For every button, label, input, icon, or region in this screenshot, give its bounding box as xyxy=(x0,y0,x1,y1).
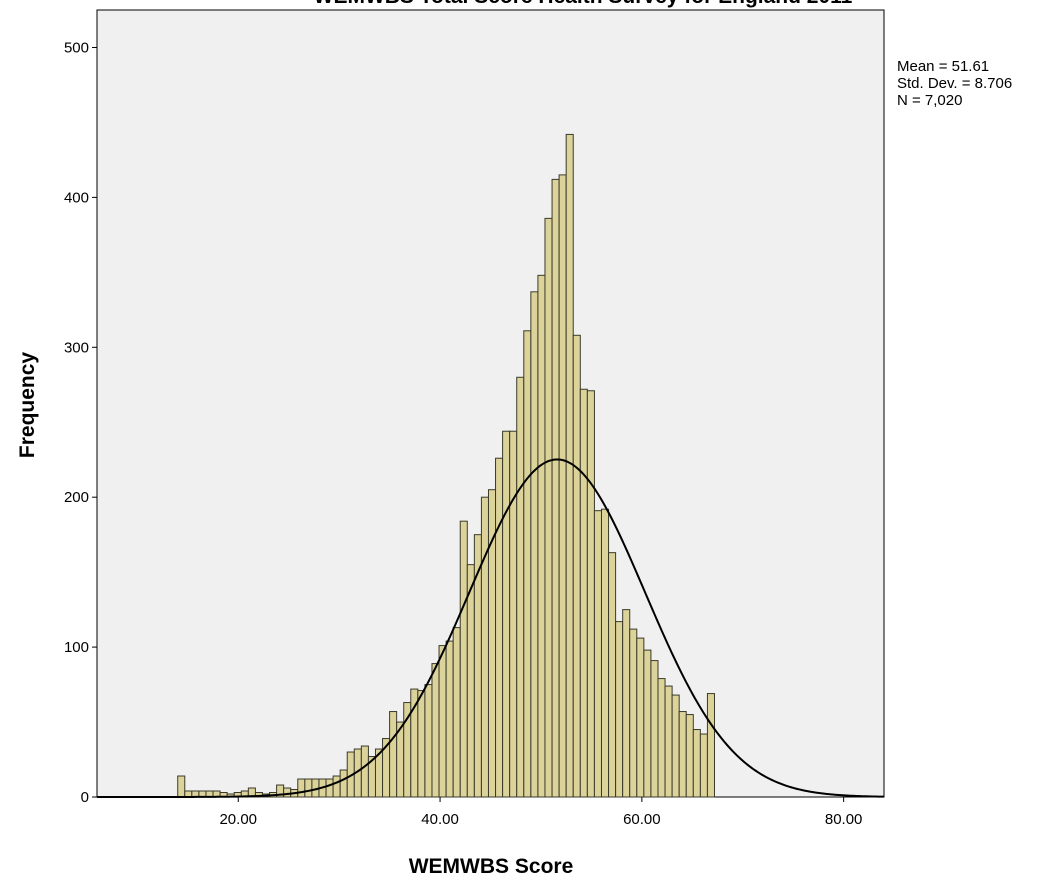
histogram-bar xyxy=(643,649,652,798)
x-tick-label: 20.00 xyxy=(219,811,257,828)
histogram-bar xyxy=(360,745,369,798)
histogram-bar xyxy=(664,685,673,798)
histogram-bar xyxy=(304,778,313,798)
histogram-bar xyxy=(332,775,341,798)
x-tick-label: 60.00 xyxy=(623,811,661,828)
histogram-bar xyxy=(509,430,518,798)
histogram-bar xyxy=(339,769,348,798)
histogram-bar xyxy=(706,693,715,798)
histogram-bar xyxy=(600,508,610,798)
x-axis-title: WEMWBS Score xyxy=(409,855,574,878)
histogram-bar xyxy=(544,217,553,798)
y-tick-label: 400 xyxy=(64,189,89,206)
histogram-bar xyxy=(438,645,447,798)
histogram-bar xyxy=(551,178,560,798)
histogram-bar xyxy=(629,628,638,798)
histogram-bar xyxy=(466,564,475,798)
bars-group xyxy=(177,133,715,798)
y-tick-label: 0 xyxy=(81,789,89,806)
histogram-bar xyxy=(565,133,574,798)
y-tick-label: 100 xyxy=(64,639,89,656)
histogram-bar xyxy=(650,660,659,798)
x-tick-label: 80.00 xyxy=(825,811,863,828)
histogram-bar xyxy=(389,711,398,798)
histogram-bar xyxy=(636,637,645,798)
stat-line: N = 7,020 xyxy=(897,92,962,109)
y-tick-label: 200 xyxy=(64,489,89,506)
histogram-bar xyxy=(523,330,532,798)
histogram-bar xyxy=(657,678,666,798)
chart-title: WEMWBS Total Score Health Survey for Eng… xyxy=(314,0,853,8)
histogram-bar xyxy=(502,430,511,798)
histogram-bar xyxy=(480,496,489,798)
histogram-bar xyxy=(325,778,334,798)
histogram-bar xyxy=(445,640,454,798)
y-axis-title: Frequency xyxy=(16,352,39,459)
histogram-bar xyxy=(283,787,292,798)
histogram-bar xyxy=(530,291,539,798)
histogram-bar xyxy=(678,711,687,798)
stat-line: Std. Dev. = 8.706 xyxy=(897,75,1012,92)
histogram-bar xyxy=(537,274,546,798)
histogram-bar xyxy=(685,714,694,798)
histogram-bar xyxy=(622,609,631,798)
histogram-bar xyxy=(417,690,426,798)
histogram-bar xyxy=(424,684,433,798)
histogram-bar xyxy=(558,174,567,798)
x-tick-label: 40.00 xyxy=(421,811,459,828)
y-axis: 0 100 200 300 400 500 xyxy=(64,39,97,806)
histogram-bar xyxy=(671,694,680,798)
y-tick-label: 300 xyxy=(64,339,89,356)
histogram-bar xyxy=(699,733,708,798)
histogram-bar xyxy=(579,388,588,798)
histogram-bar xyxy=(459,520,468,798)
x-axis: 20.00 40.00 60.00 80.00 xyxy=(219,797,862,828)
histogram-bar xyxy=(586,390,595,798)
normal-curve xyxy=(97,458,885,798)
histogram-bar xyxy=(593,510,602,798)
y-tick-label: 500 xyxy=(64,39,89,56)
histogram-bar xyxy=(608,552,617,798)
histogram-bar xyxy=(572,334,581,798)
histogram-bar xyxy=(615,621,624,798)
histogram-bar xyxy=(516,376,525,798)
histogram-bar xyxy=(452,627,461,798)
histogram-bar xyxy=(495,457,504,798)
histogram-bar xyxy=(177,775,186,798)
histogram-bar xyxy=(297,778,306,798)
stat-line: Mean = 51.61 xyxy=(897,58,989,75)
histogram-bar xyxy=(431,663,440,798)
histogram-bar xyxy=(692,729,701,798)
